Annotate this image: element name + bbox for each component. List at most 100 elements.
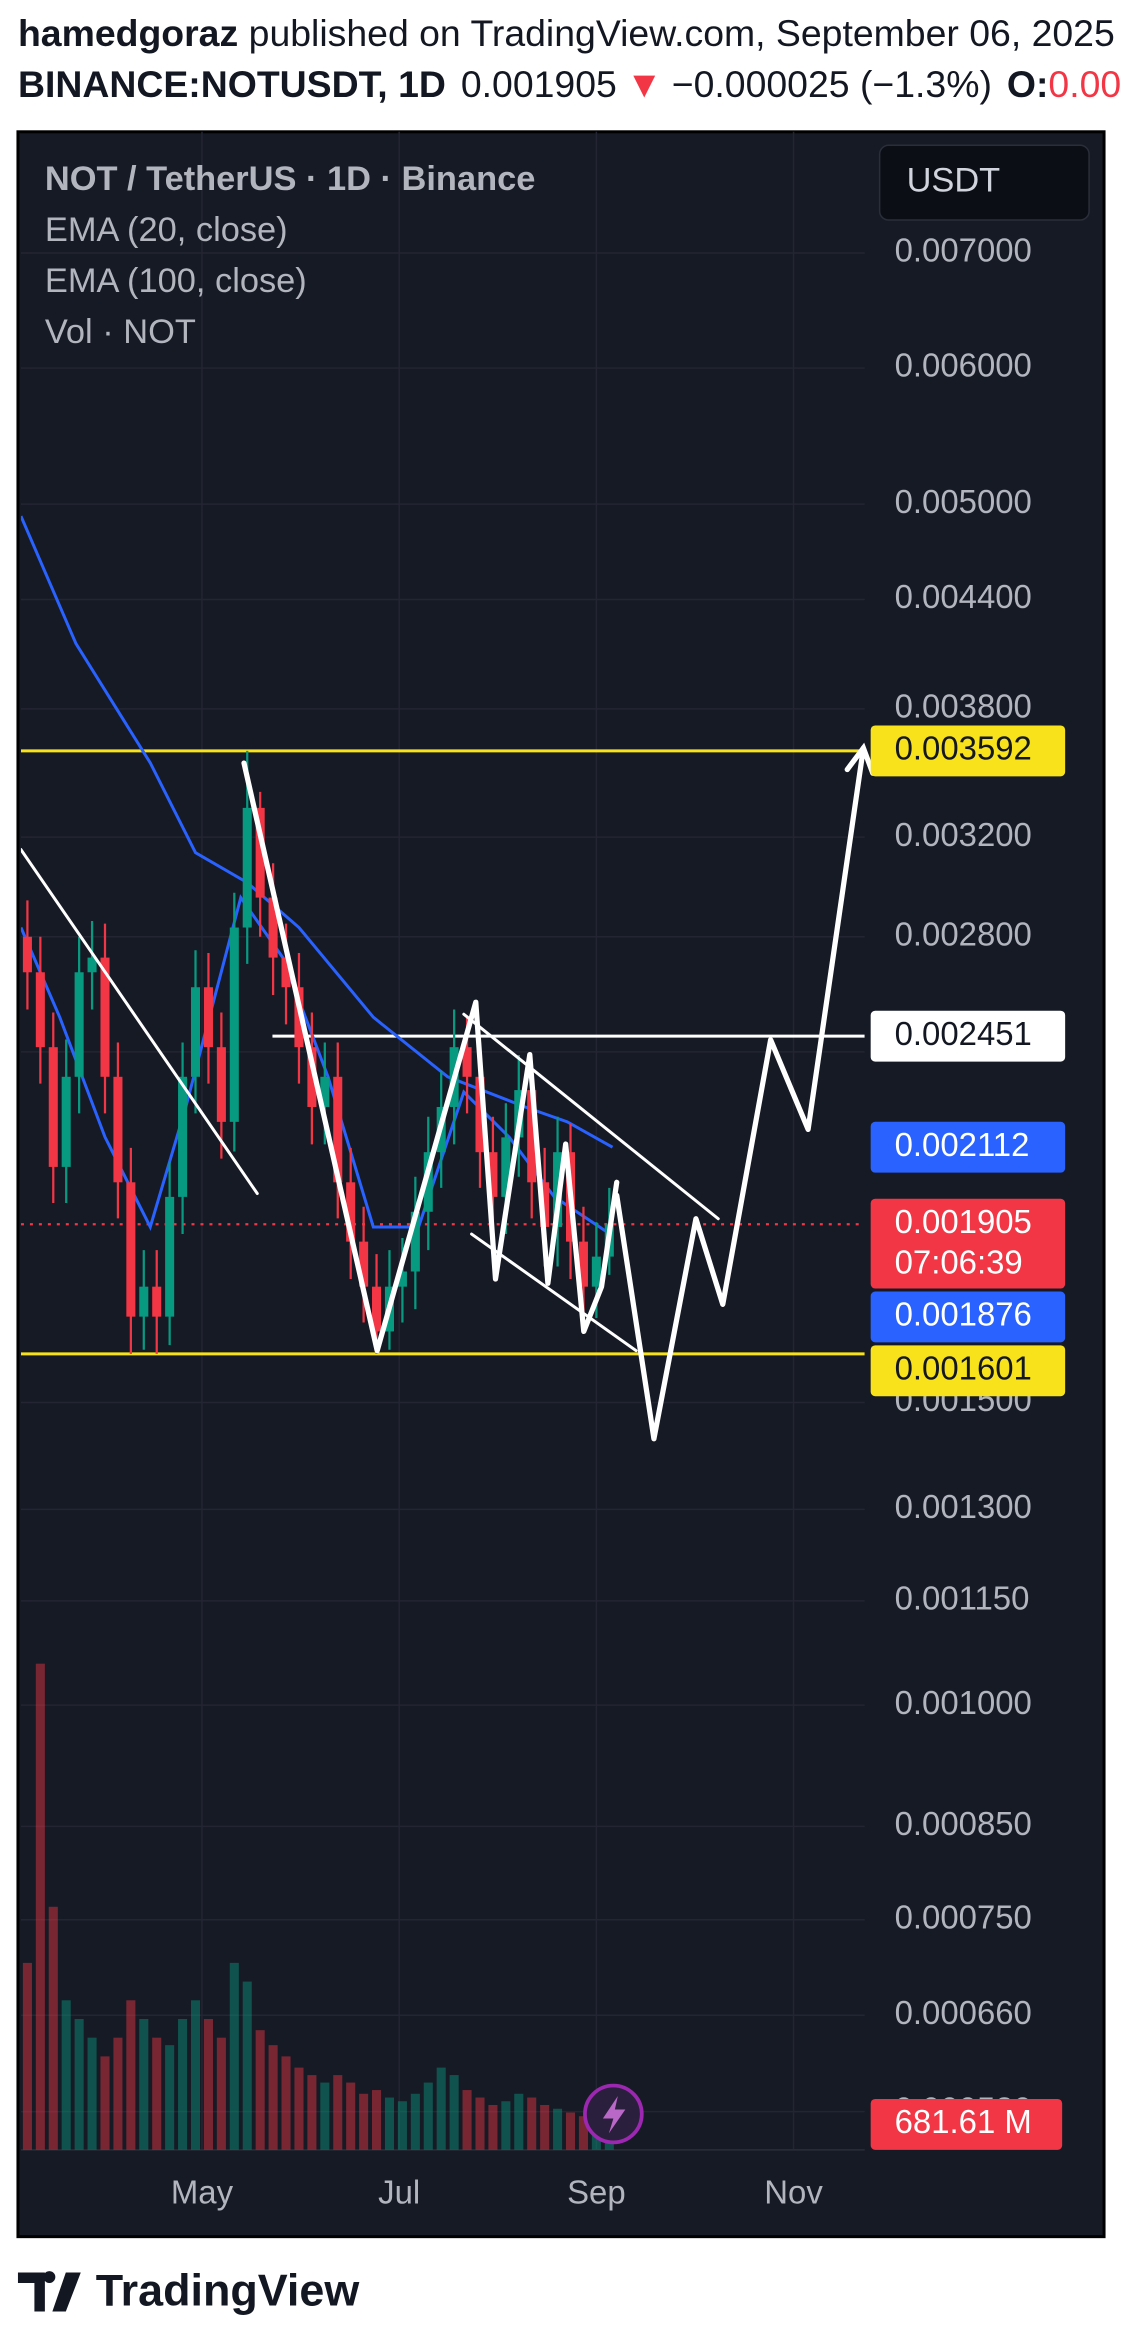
x-tick-label: May [171,2173,234,2210]
y-tick-label: 0.004400 [895,578,1032,615]
volume-bar [423,2082,433,2150]
ema100-legend: EMA (100, close) [45,262,307,300]
symbol: BINANCE:NOTUSDT, 1D [18,63,446,105]
trend-drawing [614,745,865,1442]
author: hamedgoraz [18,12,238,54]
y-tick-label: 0.003800 [895,688,1032,725]
x-tick-label: Nov [764,2173,823,2210]
ema20-legend: EMA (20, close) [45,211,288,249]
price-badge-label: 0.002112 [895,1126,1030,1163]
volume-bar [74,2018,84,2150]
axes: 0.007000 0.006000 0.005000 0.004400 0.003800… [171,232,1066,2210]
volume-bar [578,2116,588,2150]
open-value: 0.00 [1048,63,1121,105]
volume-bar [100,2056,110,2150]
candle-body [203,987,213,1048]
price-badge [870,1291,1066,1343]
lightning-icon[interactable] [602,2096,626,2134]
volume-bar [346,2082,356,2150]
candle-body [268,897,278,958]
candle-body [229,927,239,1122]
y-tick-label: 0.006000 [895,347,1032,384]
brand: TradingView [96,2264,360,2315]
trend-drawing [241,760,620,1354]
volume-bar [384,2097,395,2150]
candle-body [242,807,252,928]
currency-label[interactable]: USDT [907,162,1001,200]
price-badge-label: 0.003592 [895,730,1032,767]
volume-bar [268,2045,278,2150]
candle-body [320,1076,330,1107]
volume-bar [553,2108,563,2150]
candle-body [397,1271,407,1287]
candle-body [501,1137,511,1197]
volume-legend: Vol · NOT [45,313,196,351]
volume-bar [565,2112,576,2150]
ema-line [20,515,614,1149]
candle-body [527,1090,537,1183]
volume-bar [320,2082,330,2150]
y-tick-label: 0.000660 [895,1994,1032,2031]
candle-body [87,957,97,973]
last-price: 0.001905 [461,63,617,105]
price-badge-label: 0.002451 [895,1015,1032,1052]
volume-bar [514,2093,524,2150]
plot [20,515,865,2150]
candle-body [126,1182,136,1317]
volume-bar [165,2045,175,2150]
candle-body [48,1047,58,1167]
lightning-button[interactable] [583,2083,644,2145]
y-tick-label: 0.001000 [895,1684,1032,1721]
volume-bar [294,2067,304,2150]
candle-body [475,1076,485,1153]
price-badge [870,1345,1066,1397]
currency-button[interactable] [878,144,1090,221]
trend-drawing [470,1232,638,1353]
candle-body [152,1286,162,1317]
volume-bar [87,2037,97,2150]
candle-body [139,1286,149,1317]
y-tick-label: 0.001150 [895,1580,1030,1617]
volume-bar [48,1906,58,2150]
price-badge [870,1010,1066,1062]
candle-body [307,1047,317,1107]
volume-bar [61,2000,71,2150]
y-tick-label: 0.001300 [895,1488,1032,1525]
trend-drawing [20,848,259,1195]
volume-bar [372,2090,382,2150]
change: −0.000025 (−1.3%) [672,63,992,105]
candle-body [372,1286,382,1332]
volume-bar [113,2037,123,2150]
open-label: O: [1007,63,1049,105]
volume-bar [229,1962,239,2150]
volume-bar [527,2097,537,2150]
volume-bar [242,1981,252,2150]
candle-body [578,1241,588,1287]
header-line-1: hamedgoraz published on TradingView.com, … [18,12,1115,54]
arrow-head [844,742,876,776]
grid [20,131,865,2151]
volume-bar [397,2101,407,2150]
footer-logo: TradingView [17,2264,360,2315]
volume-bar [307,2075,317,2150]
volume-bar [540,2105,550,2150]
candle-body [74,972,84,1077]
volume-bar [255,2030,265,2150]
volume-bar [410,2093,420,2150]
candle-body [61,1076,71,1167]
logo-mark [17,2271,81,2312]
volume-bar [35,1663,45,2150]
volume-bar [475,2097,485,2150]
candle-body [488,1152,498,1197]
x-tick-label: Jul [378,2173,420,2210]
candle-body [346,1182,356,1242]
price-badge [870,1198,1066,1289]
y-tick-label: 0.000850 [895,1805,1032,1842]
x-tick-label: Sep [567,2173,626,2210]
volume-bar [178,2018,188,2150]
ema-line [20,894,614,1237]
volume-bar [126,2000,136,2150]
volume-bar [190,2000,201,2150]
volume-bar [139,2018,149,2150]
